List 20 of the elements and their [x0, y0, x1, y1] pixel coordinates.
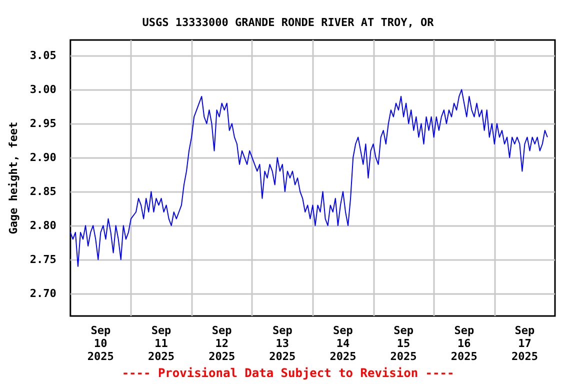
- x-tick-label: Sep 11 2025: [148, 324, 175, 363]
- y-tick-label: 3.05: [30, 49, 56, 62]
- line-series: [70, 89, 548, 267]
- x-tick-label: Sep 14 2025: [330, 324, 356, 363]
- y-tick-label: 2.95: [30, 117, 56, 130]
- x-tick-label: Sep 16 2025: [450, 324, 478, 363]
- y-tick-label: 2.90: [30, 151, 56, 164]
- chart-title: USGS 13333000 GRANDE RONDE RIVER AT TROY, OR: [142, 16, 434, 29]
- y-tick-label: 2.80: [30, 219, 56, 232]
- y-tick-label: 2.85: [30, 185, 56, 198]
- y-tick-label: 2.75: [30, 253, 56, 266]
- x-tick-label: Sep 10 2025: [87, 324, 114, 363]
- x-tick-label: Sep 17 2025: [511, 324, 538, 363]
- y-tick-label: 2.70: [30, 287, 56, 300]
- text: ---- Provisional Data Subject to Revision ----: [122, 366, 454, 380]
- x-tick-label: Sep 13 2025: [269, 324, 296, 363]
- x-tick-label: Sep 15 2025: [390, 324, 417, 363]
- x-tick-label: Sep 12 2025: [208, 324, 236, 363]
- y-tick-label: 3.00: [30, 83, 56, 96]
- y-axis-title: Gage height, feet: [7, 122, 20, 234]
